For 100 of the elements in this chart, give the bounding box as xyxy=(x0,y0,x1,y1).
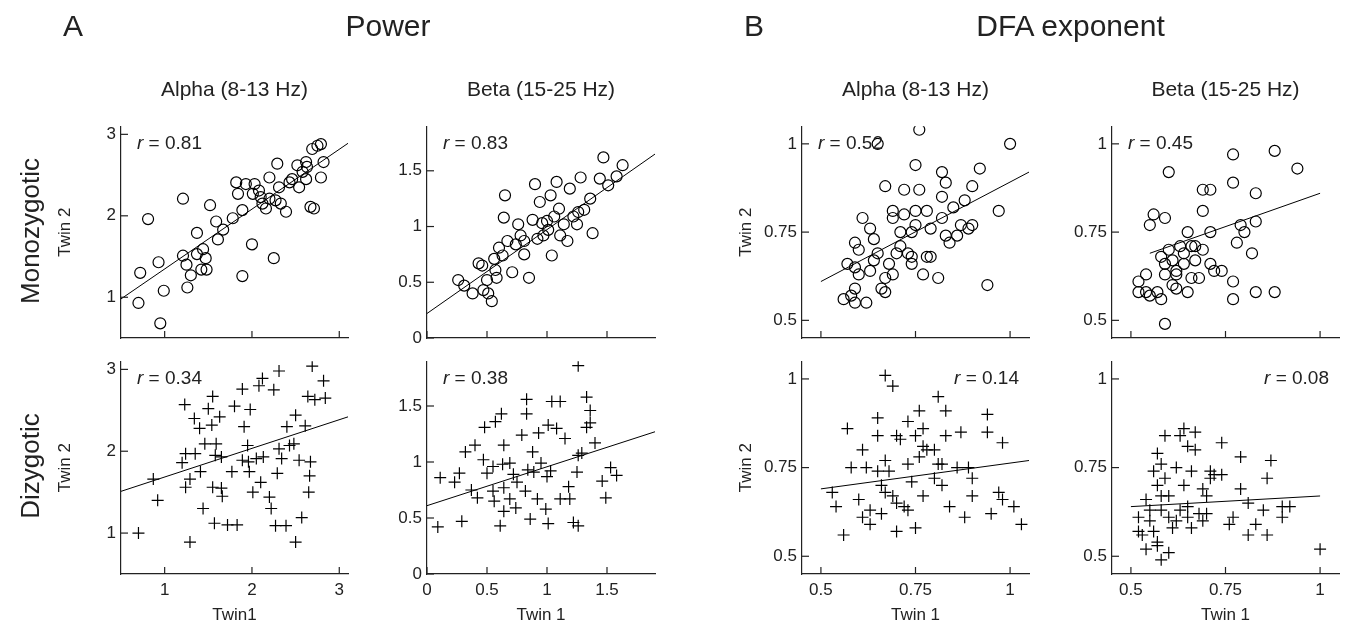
point xyxy=(452,273,465,287)
point xyxy=(1132,286,1145,299)
point xyxy=(184,269,197,282)
point xyxy=(196,243,210,256)
x-axis-title: Twin1 xyxy=(212,605,257,625)
point xyxy=(1234,218,1247,232)
point xyxy=(272,181,286,194)
y-tick-label: 1 xyxy=(1097,368,1107,388)
point xyxy=(181,281,194,294)
y-tick-label: 1 xyxy=(106,522,116,542)
text: Monozygotic xyxy=(14,156,46,306)
point xyxy=(496,249,509,262)
point xyxy=(157,284,170,297)
point xyxy=(1204,226,1217,239)
point xyxy=(1158,317,1172,330)
y-tick-label: 1 xyxy=(1097,133,1107,153)
point xyxy=(1226,275,1240,288)
y-tick-label: 0.5 xyxy=(1083,545,1107,565)
point xyxy=(226,212,239,225)
point xyxy=(176,249,190,262)
point xyxy=(476,259,489,272)
point xyxy=(557,218,570,231)
point xyxy=(1238,226,1251,239)
point xyxy=(1181,226,1194,239)
point xyxy=(1158,257,1172,270)
point xyxy=(584,192,597,205)
point xyxy=(239,177,252,191)
point xyxy=(1132,275,1145,288)
point xyxy=(1166,254,1179,267)
point xyxy=(246,187,259,200)
y-tick-label: 0.5 xyxy=(1083,310,1107,330)
y-tick-label: 2 xyxy=(106,205,116,225)
point xyxy=(211,233,225,246)
point xyxy=(533,195,546,209)
point xyxy=(522,271,536,284)
point xyxy=(203,199,217,212)
point xyxy=(492,241,506,254)
y-tick-label: 0 xyxy=(412,563,422,583)
point xyxy=(314,138,328,151)
point xyxy=(545,249,558,262)
point xyxy=(482,287,495,300)
point xyxy=(574,171,587,184)
point xyxy=(1181,286,1194,299)
point xyxy=(572,205,585,219)
point xyxy=(570,218,584,231)
y-tick-label: 0.5 xyxy=(398,507,422,527)
point xyxy=(299,155,313,169)
y-tick-label: 0.5 xyxy=(773,310,797,330)
point xyxy=(497,211,510,224)
point xyxy=(536,217,549,230)
y-tick-label: 1 xyxy=(412,216,422,236)
point xyxy=(586,227,599,240)
y-tick-label: 0 xyxy=(412,327,422,347)
point xyxy=(271,157,284,170)
point xyxy=(1226,293,1240,306)
point xyxy=(1158,211,1172,225)
point xyxy=(1185,271,1198,285)
point xyxy=(466,287,479,300)
point xyxy=(1245,247,1259,260)
text: A xyxy=(63,9,84,42)
point xyxy=(317,155,330,169)
text: DFA exponent xyxy=(975,9,1166,42)
point xyxy=(1139,286,1153,299)
point xyxy=(269,194,282,207)
x-tick-label: 0.75 xyxy=(1208,579,1243,599)
point xyxy=(1192,271,1206,285)
y-tick-label: 0.75 xyxy=(763,457,797,477)
point xyxy=(1162,165,1175,179)
y-tick-label: 0.75 xyxy=(1073,221,1107,241)
point xyxy=(518,248,531,261)
point xyxy=(1170,264,1183,278)
point xyxy=(263,171,276,184)
point xyxy=(610,170,623,183)
point xyxy=(578,203,591,216)
point xyxy=(509,238,522,251)
point xyxy=(256,197,269,210)
point xyxy=(472,257,485,270)
point xyxy=(1196,243,1209,256)
point xyxy=(154,317,167,330)
point xyxy=(1268,144,1281,158)
x-tick-label: 0.75 xyxy=(898,579,933,599)
y-tick-label: 1 xyxy=(106,286,116,306)
point xyxy=(1226,148,1240,161)
point xyxy=(506,266,519,279)
point xyxy=(306,142,319,156)
point xyxy=(1291,162,1304,175)
chart-title: Beta (15-25 Hz) xyxy=(465,77,617,101)
point xyxy=(526,213,539,226)
x-tick-label: 1 xyxy=(542,579,552,599)
point xyxy=(267,252,280,265)
point xyxy=(293,181,306,194)
point xyxy=(561,234,574,248)
point xyxy=(490,271,503,284)
point xyxy=(180,258,193,271)
annotation: r = 0.38 xyxy=(443,367,508,389)
point xyxy=(176,192,190,205)
point xyxy=(311,139,324,152)
point xyxy=(512,218,525,231)
point xyxy=(1268,286,1281,299)
point xyxy=(300,160,314,174)
